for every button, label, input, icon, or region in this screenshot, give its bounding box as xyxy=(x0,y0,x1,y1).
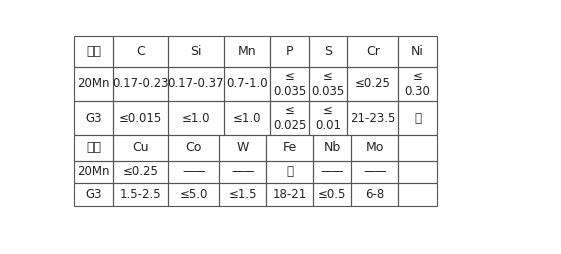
Bar xyxy=(168,67,224,101)
Text: Cu: Cu xyxy=(132,141,149,154)
Bar xyxy=(398,161,436,183)
Bar xyxy=(313,135,351,161)
Bar xyxy=(219,135,266,161)
Text: 0.17-0.23: 0.17-0.23 xyxy=(112,77,169,90)
Bar xyxy=(75,67,113,101)
Text: W: W xyxy=(237,141,249,154)
Text: ≤
0.30: ≤ 0.30 xyxy=(404,70,430,98)
Bar xyxy=(113,67,168,101)
Text: Mn: Mn xyxy=(238,45,256,58)
Text: S: S xyxy=(324,45,332,58)
Text: G3: G3 xyxy=(85,188,102,201)
Bar xyxy=(75,161,113,183)
Text: ≤0.25: ≤0.25 xyxy=(122,165,158,178)
Bar xyxy=(224,67,270,101)
Bar xyxy=(313,161,351,183)
Bar xyxy=(313,183,351,205)
Text: Si: Si xyxy=(190,45,201,58)
Text: 余: 余 xyxy=(414,112,421,124)
Bar xyxy=(270,36,309,67)
Bar xyxy=(351,135,398,161)
Text: ≤1.5: ≤1.5 xyxy=(228,188,257,201)
Bar xyxy=(398,183,436,205)
Text: C: C xyxy=(136,45,145,58)
Bar xyxy=(351,183,398,205)
Bar xyxy=(347,101,398,135)
Bar xyxy=(75,135,113,161)
Bar xyxy=(309,67,347,101)
Text: 牌号: 牌号 xyxy=(86,141,101,154)
Text: 20Mn: 20Mn xyxy=(77,77,110,90)
Bar xyxy=(398,135,436,161)
Text: ≤0.015: ≤0.015 xyxy=(119,112,162,124)
Text: ≤0.25: ≤0.25 xyxy=(355,77,390,90)
Bar xyxy=(266,135,313,161)
Text: ≤
0.035: ≤ 0.035 xyxy=(311,70,344,98)
Bar xyxy=(168,36,224,67)
Bar xyxy=(398,36,436,67)
Bar xyxy=(347,36,398,67)
Bar xyxy=(168,135,219,161)
Bar xyxy=(266,161,313,183)
Text: G3: G3 xyxy=(85,112,102,124)
Text: Co: Co xyxy=(186,141,202,154)
Text: 牌号: 牌号 xyxy=(86,45,101,58)
Bar xyxy=(168,183,219,205)
Text: ≤
0.01: ≤ 0.01 xyxy=(315,104,341,132)
Text: 1.5-2.5: 1.5-2.5 xyxy=(119,188,162,201)
Bar xyxy=(347,67,398,101)
Text: Mo: Mo xyxy=(366,141,384,154)
Bar xyxy=(219,161,266,183)
Text: 21-23.5: 21-23.5 xyxy=(350,112,396,124)
Text: ≤0.5: ≤0.5 xyxy=(318,188,347,201)
Text: 6-8: 6-8 xyxy=(365,188,384,201)
Text: ≤
0.025: ≤ 0.025 xyxy=(273,104,306,132)
Text: ≤1.0: ≤1.0 xyxy=(233,112,261,124)
Bar xyxy=(270,101,309,135)
Bar xyxy=(266,183,313,205)
Text: Cr: Cr xyxy=(366,45,380,58)
Bar xyxy=(224,36,270,67)
Bar xyxy=(168,161,219,183)
Bar xyxy=(113,183,168,205)
Bar xyxy=(75,101,113,135)
Bar xyxy=(398,67,436,101)
Bar xyxy=(309,101,347,135)
Text: 0.7-1.0: 0.7-1.0 xyxy=(226,77,268,90)
Bar xyxy=(351,161,398,183)
Text: ——: —— xyxy=(182,165,205,178)
Text: ≤5.0: ≤5.0 xyxy=(180,188,208,201)
Text: P: P xyxy=(286,45,293,58)
Text: ≤
0.035: ≤ 0.035 xyxy=(273,70,306,98)
Text: Fe: Fe xyxy=(283,141,297,154)
Bar xyxy=(75,183,113,205)
Bar xyxy=(270,67,309,101)
Text: ——: —— xyxy=(231,165,255,178)
Text: 18-21: 18-21 xyxy=(273,188,307,201)
Text: 0.17-0.37: 0.17-0.37 xyxy=(168,77,224,90)
Bar xyxy=(113,135,168,161)
Text: ——: —— xyxy=(363,165,387,178)
Text: ≤1.0: ≤1.0 xyxy=(182,112,210,124)
Bar xyxy=(219,183,266,205)
Bar xyxy=(224,101,270,135)
Text: 20Mn: 20Mn xyxy=(77,165,110,178)
Text: Nb: Nb xyxy=(324,141,341,154)
Text: 余: 余 xyxy=(286,165,293,178)
Bar xyxy=(75,36,113,67)
Bar xyxy=(113,101,168,135)
Text: ——: —— xyxy=(320,165,344,178)
Bar xyxy=(168,101,224,135)
Text: Ni: Ni xyxy=(411,45,424,58)
Bar xyxy=(113,36,168,67)
Bar xyxy=(309,36,347,67)
Bar xyxy=(113,161,168,183)
Bar xyxy=(398,101,436,135)
